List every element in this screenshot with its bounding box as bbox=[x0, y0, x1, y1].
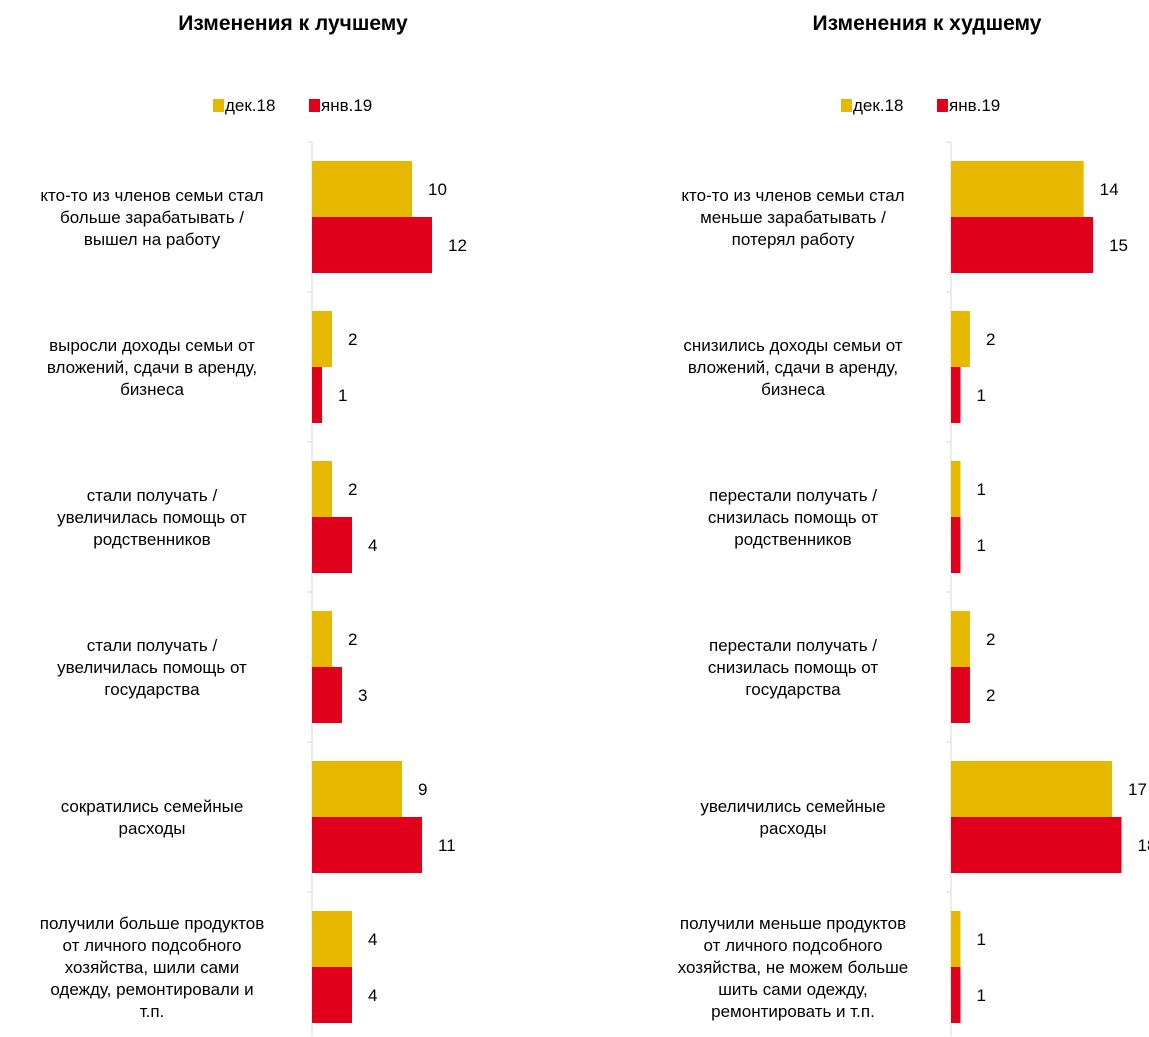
chart-1-data-label-0-1: 2 bbox=[986, 330, 995, 349]
chart-1-data-label-1-4: 18 bbox=[1138, 836, 1149, 855]
chart-0-data-label-0-5: 4 bbox=[368, 930, 377, 949]
chart-1-bar-0-0 bbox=[951, 161, 1084, 217]
chart-0-title: Изменения к лучшему bbox=[178, 12, 408, 35]
chart-0-bar-1-4 bbox=[312, 817, 422, 873]
chart-1-data-label-0-0: 14 bbox=[1100, 180, 1119, 199]
chart-0-data-label-1-3: 3 bbox=[358, 686, 367, 705]
chart-1-data-label-0-2: 1 bbox=[976, 480, 985, 499]
chart-0-bar-1-2 bbox=[312, 517, 352, 573]
chart-1-category-label-2: перестали получать / снизилась помощь от р… bbox=[708, 486, 879, 549]
chart-0-bar-0-4 bbox=[312, 761, 402, 817]
chart-0-category-label-4: сократились семейные расходы bbox=[61, 797, 244, 838]
chart-0-data-label-1-1: 1 bbox=[338, 386, 347, 405]
chart-0-data-label-0-0: 10 bbox=[428, 180, 447, 199]
chart-1-legend-swatch-1 bbox=[937, 99, 948, 112]
chart-1-category-label-0: кто-то из членов семьи стал меньше зараба… bbox=[681, 186, 904, 249]
chart-1-bar-1-3 bbox=[951, 667, 970, 723]
chart-1-legend-swatch-0 bbox=[841, 99, 852, 112]
chart-0-data-label-0-1: 2 bbox=[348, 330, 357, 349]
chart-0-category-label-2: стали получать / увеличилась помощь от род… bbox=[57, 486, 247, 549]
chart-0-bar-0-2 bbox=[312, 461, 332, 517]
chart-1-bar-1-0 bbox=[951, 217, 1094, 273]
chart-1-bar-1-5 bbox=[951, 967, 961, 1023]
chart-1-category-label-3: перестали получать / снизилась помощь от г… bbox=[708, 636, 879, 699]
chart-1-bar-1-2 bbox=[951, 517, 961, 573]
chart-0-legend-label-1: янв.19 bbox=[321, 96, 372, 115]
chart-1-data-label-1-2: 1 bbox=[976, 536, 985, 555]
chart-1-category-label-4: увеличились семейные расходы bbox=[700, 797, 885, 838]
chart-1-data-label-0-5: 1 bbox=[976, 930, 985, 949]
chart-1-data-label-1-3: 2 bbox=[986, 686, 995, 705]
chart-1-legend-label-1: янв.19 bbox=[949, 96, 1000, 115]
chart-1-bar-0-3 bbox=[951, 611, 970, 667]
chart-0-bar-1-3 bbox=[312, 667, 342, 723]
chart-1-bar-0-1 bbox=[951, 311, 970, 367]
chart-0-data-label-0-4: 9 bbox=[418, 780, 427, 799]
chart-0-data-label-1-2: 4 bbox=[368, 536, 377, 555]
chart-0-category-label-5: получили больше продуктов от личного подс… bbox=[40, 914, 264, 1021]
chart-better-changes: Изменения к лучшему дек.18 янв.19 кто-то из… bbox=[40, 12, 467, 1036]
chart-1-bar-1-1 bbox=[951, 367, 961, 423]
chart-1-category-label-1: снизились доходы семьи от вложений, сдачи… bbox=[683, 336, 902, 399]
chart-1-data-label-1-0: 15 bbox=[1109, 236, 1128, 255]
chart-0-bar-0-1 bbox=[312, 311, 332, 367]
chart-0-data-label-1-4: 11 bbox=[438, 836, 456, 855]
chart-0-data-label-1-0: 12 bbox=[448, 236, 467, 255]
chart-0-category-label-1: выросли доходы семьи от вложений, сдачи в… bbox=[47, 336, 257, 399]
chart-0-legend-swatch-1 bbox=[309, 99, 320, 112]
chart-1-bar-0-5 bbox=[951, 911, 961, 967]
chart-1-data-label-0-3: 2 bbox=[986, 630, 995, 649]
chart-1-legend-label-0: дек.18 bbox=[853, 96, 903, 115]
chart-0-data-label-1-5: 4 bbox=[368, 986, 377, 1005]
chart-worse-changes: Изменения к худшему дек.18 янв.19 кто-то из… bbox=[678, 12, 1149, 1036]
chart-0-data-label-0-3: 2 bbox=[348, 630, 357, 649]
chart-1-data-label-0-4: 17 bbox=[1128, 780, 1147, 799]
chart-1-category-label-5: получили меньше продуктов от личного подс… bbox=[678, 914, 909, 1021]
chart-1-bar-1-4 bbox=[951, 817, 1122, 873]
chart-0-bar-0-3 bbox=[312, 611, 332, 667]
chart-1-data-label-1-5: 1 bbox=[976, 986, 985, 1005]
chart-0-bar-1-1 bbox=[312, 367, 322, 423]
chart-0-data-label-0-2: 2 bbox=[348, 480, 357, 499]
chart-1-bar-0-4 bbox=[951, 761, 1113, 817]
chart-0-bar-0-5 bbox=[312, 911, 352, 967]
chart-1-title: Изменения к худшему bbox=[813, 12, 1042, 35]
chart-0-legend-swatch-0 bbox=[213, 99, 224, 112]
chart-0-category-label-0: кто-то из членов семьи стал больше зараба… bbox=[40, 186, 263, 249]
chart-0-bar-0-0 bbox=[312, 161, 412, 217]
chart-0-legend-label-0: дек.18 bbox=[225, 96, 275, 115]
chart-0-category-label-3: стали получать / увеличилась помощь от гос… bbox=[57, 636, 247, 699]
chart-1-bar-0-2 bbox=[951, 461, 961, 517]
chart-1-data-label-1-1: 1 bbox=[976, 386, 985, 405]
chart-0-bar-1-5 bbox=[312, 967, 352, 1023]
chart-0-bar-1-0 bbox=[312, 217, 432, 273]
